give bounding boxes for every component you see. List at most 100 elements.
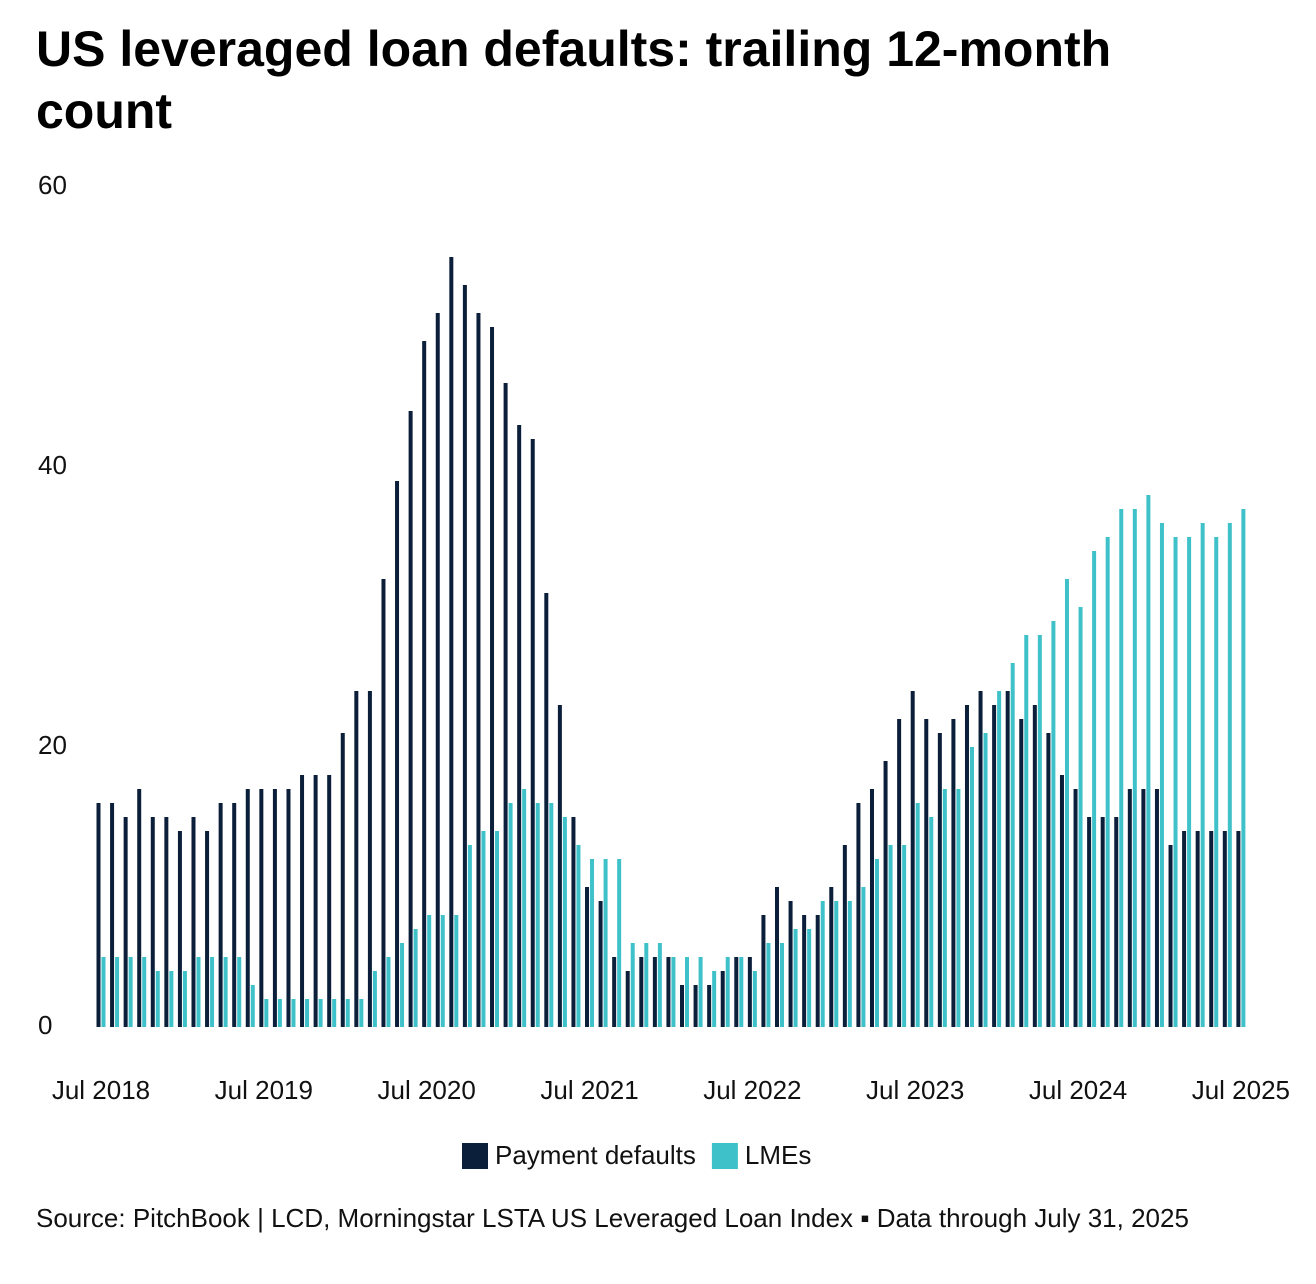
bar <box>869 789 874 1027</box>
bar <box>693 985 698 1027</box>
bar <box>1182 831 1187 1027</box>
bar <box>522 789 527 1027</box>
y-tick-label: 60 <box>38 170 67 200</box>
bar <box>937 733 942 1027</box>
bar <box>354 691 359 1027</box>
bar <box>467 845 472 1027</box>
bar <box>1241 509 1246 1027</box>
bar <box>739 957 744 1027</box>
bar <box>888 845 893 1027</box>
bar <box>734 957 739 1027</box>
bar <box>435 313 440 1027</box>
source-note: Source: PitchBook | LCD, Morningstar LST… <box>36 1203 1189 1233</box>
bar <box>1154 789 1159 1027</box>
bar <box>929 817 934 1027</box>
bar <box>205 831 210 1027</box>
bar <box>1087 817 1092 1027</box>
bar <box>449 257 454 1027</box>
bar <box>101 957 106 1027</box>
bar <box>286 789 291 1027</box>
bar <box>454 915 459 1027</box>
legend-swatch <box>711 1143 738 1169</box>
bar <box>1119 509 1124 1027</box>
bar <box>720 971 725 1027</box>
bar <box>576 845 581 1027</box>
bar <box>1024 635 1029 1027</box>
bar <box>96 803 101 1027</box>
bar <box>652 957 657 1027</box>
y-tick-label: 0 <box>38 1010 52 1040</box>
bar <box>245 789 250 1027</box>
bar <box>829 887 834 1027</box>
bar <box>603 859 608 1027</box>
y-tick-label: 40 <box>38 450 67 480</box>
bar <box>1105 537 1110 1027</box>
chart: 0 20 40 60 Jul 2018 Jul 2019 Jul 2020 Jul 2021 J… <box>38 170 1290 1170</box>
bar <box>666 957 671 1027</box>
bar <box>788 901 793 1027</box>
bar <box>639 957 644 1027</box>
bar <box>964 705 969 1027</box>
bar <box>1168 845 1173 1027</box>
bar <box>490 327 495 1027</box>
bar <box>272 789 277 1027</box>
bar <box>1064 579 1069 1027</box>
bar <box>571 817 576 1027</box>
bar <box>305 999 310 1027</box>
bar <box>842 845 847 1027</box>
bar <box>680 985 685 1027</box>
bar <box>182 971 187 1027</box>
bar <box>1200 523 1205 1027</box>
bar <box>386 957 391 1027</box>
bar <box>318 999 323 1027</box>
bar <box>861 887 866 1027</box>
bar <box>150 817 155 1027</box>
bar <box>1046 733 1051 1027</box>
y-tick-label: 20 <box>38 730 67 760</box>
bar <box>332 999 337 1027</box>
bar <box>834 901 839 1027</box>
bar <box>780 943 784 1027</box>
bar <box>997 691 1002 1027</box>
bar <box>657 943 662 1027</box>
x-tick-label: Jul 2022 <box>703 1075 801 1105</box>
bar <box>1222 831 1227 1027</box>
bar <box>476 313 481 1027</box>
bar <box>585 887 590 1027</box>
bar <box>712 971 717 1027</box>
bar <box>137 789 142 1027</box>
bar <box>218 803 223 1027</box>
bar <box>1173 537 1178 1027</box>
bar <box>630 943 635 1027</box>
bar <box>232 803 237 1027</box>
bar <box>115 957 120 1027</box>
bar <box>897 719 902 1027</box>
bar <box>1073 789 1078 1027</box>
bar <box>327 775 332 1027</box>
bar <box>1059 775 1064 1027</box>
x-tick-label: Jul 2024 <box>1029 1075 1127 1105</box>
bar <box>313 775 318 1027</box>
x-tick-label: Jul 2025 <box>1192 1075 1290 1105</box>
bar <box>1092 551 1097 1027</box>
bar <box>372 971 377 1027</box>
bar <box>625 971 630 1027</box>
bar <box>128 957 133 1027</box>
bar <box>123 817 128 1027</box>
bar <box>671 957 676 1027</box>
bar <box>291 999 296 1027</box>
bar <box>169 971 174 1027</box>
bar <box>1141 789 1146 1027</box>
bar <box>1227 523 1232 1027</box>
bar <box>793 929 798 1027</box>
bar <box>210 957 215 1027</box>
bar <box>766 943 771 1027</box>
bar <box>503 383 508 1027</box>
bar <box>775 887 779 1027</box>
bar <box>413 929 418 1027</box>
bar <box>883 761 888 1027</box>
bar <box>1078 607 1083 1027</box>
x-tick-label: Jul 2019 <box>215 1075 313 1105</box>
bar <box>1209 831 1214 1027</box>
bar <box>1159 523 1164 1027</box>
